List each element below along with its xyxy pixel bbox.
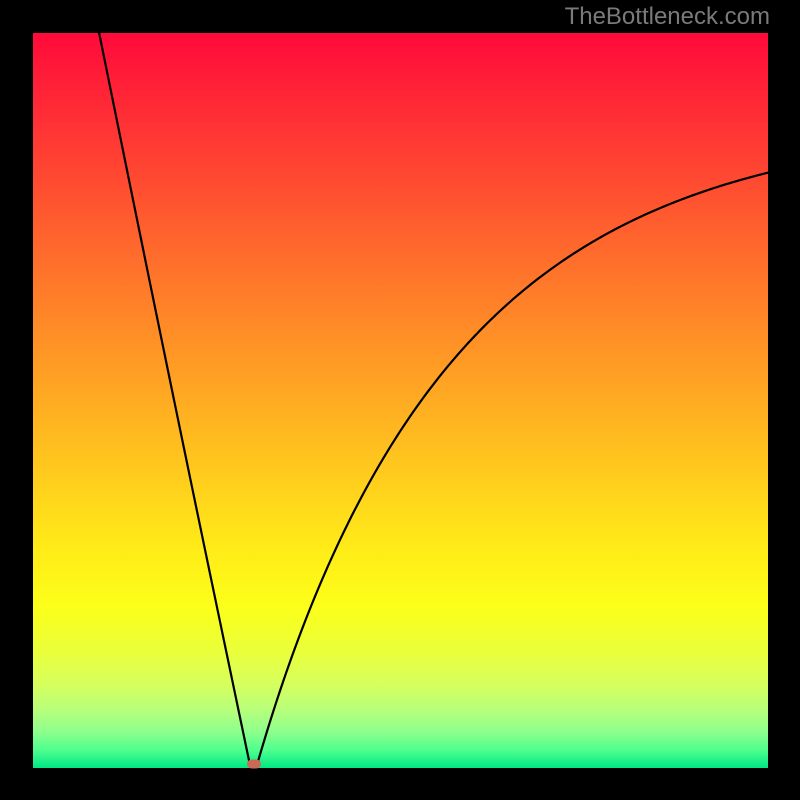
- plot-area: [33, 33, 768, 768]
- curve-left-branch: [99, 33, 250, 764]
- curve-layer: [33, 33, 768, 768]
- minimum-marker: [247, 760, 261, 769]
- minimum-marker-shape: [247, 760, 261, 769]
- watermark-text: TheBottleneck.com: [565, 3, 770, 31]
- chart-container: TheBottleneck.com: [0, 0, 800, 800]
- curve-right-branch: [257, 173, 768, 765]
